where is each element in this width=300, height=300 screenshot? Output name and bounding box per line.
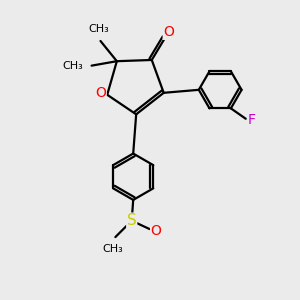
Text: O: O: [151, 224, 161, 238]
Text: O: O: [95, 86, 106, 100]
Text: CH₃: CH₃: [62, 61, 83, 70]
Text: CH₃: CH₃: [102, 244, 123, 254]
Text: F: F: [248, 113, 256, 127]
Text: O: O: [163, 25, 174, 39]
Text: CH₃: CH₃: [88, 24, 110, 34]
Text: S: S: [127, 213, 136, 228]
